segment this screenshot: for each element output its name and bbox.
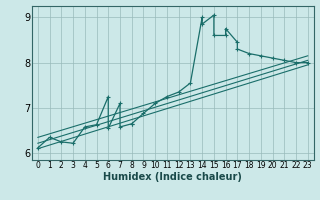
X-axis label: Humidex (Indice chaleur): Humidex (Indice chaleur)	[103, 172, 242, 182]
